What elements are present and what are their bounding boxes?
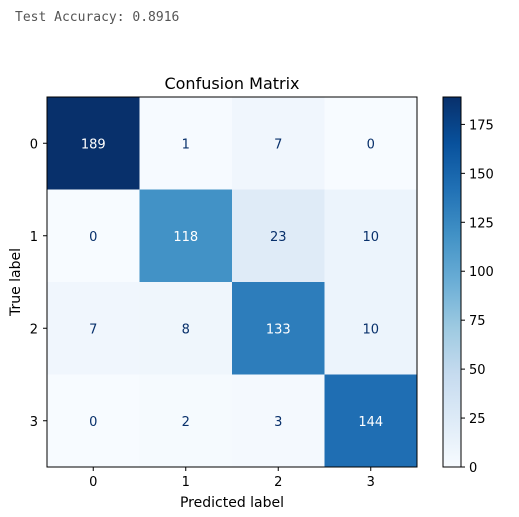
y-axis-label: True label bbox=[8, 248, 24, 317]
colorbar-tick-label: 25 bbox=[469, 412, 486, 427]
matrix-cell bbox=[232, 97, 325, 190]
cell-value-label: 8 bbox=[182, 322, 190, 337]
cell-value-label: 2 bbox=[182, 415, 190, 430]
matrix-cell bbox=[47, 282, 140, 375]
x-tick-label: 0 bbox=[89, 475, 97, 490]
cell-value-label: 7 bbox=[274, 137, 282, 152]
matrix-cell bbox=[324, 282, 418, 375]
x-tick-label: 2 bbox=[274, 475, 282, 490]
cell-value-label: 0 bbox=[89, 230, 97, 245]
cell-value-label: 10 bbox=[362, 230, 379, 245]
matrix-cell bbox=[324, 189, 418, 283]
matrix-cell bbox=[47, 374, 140, 468]
matrix-cell bbox=[47, 189, 140, 283]
chart-title: Confusion Matrix bbox=[164, 74, 299, 93]
plot-frame bbox=[46, 96, 418, 468]
x-tick-label: 1 bbox=[182, 475, 190, 490]
matrix-cell bbox=[139, 189, 233, 283]
matrix-cell bbox=[139, 97, 233, 190]
matrix-cell bbox=[324, 97, 418, 190]
cell-value-label: 10 bbox=[362, 322, 379, 337]
cell-value-label: 144 bbox=[358, 415, 383, 430]
cell-value-label: 7 bbox=[89, 322, 97, 337]
matrix-cell bbox=[232, 282, 325, 375]
colorbar-tick-label: 175 bbox=[469, 118, 494, 133]
matrix-cell bbox=[47, 97, 140, 190]
colorbar-tick-label: 125 bbox=[469, 216, 494, 231]
x-axis-label: Predicted label bbox=[180, 495, 284, 511]
y-tick-label: 0 bbox=[30, 137, 38, 152]
matrix-cell bbox=[232, 374, 325, 468]
colorbar-tick-label: 50 bbox=[469, 363, 486, 378]
cell-value-label: 118 bbox=[173, 230, 198, 245]
colorbar bbox=[442, 96, 462, 468]
cell-value-label: 0 bbox=[367, 137, 375, 152]
heatmap-cells: 189 1 7 00 118 23 107 8 133 100 2 3 144 bbox=[47, 97, 418, 468]
console-output: Test Accuracy: 0.8916 bbox=[15, 10, 180, 25]
matrix-cell bbox=[139, 282, 233, 375]
matrix-cell bbox=[139, 374, 233, 468]
colorbar-tick-label: 75 bbox=[469, 314, 486, 329]
cell-value-label: 189 bbox=[81, 137, 106, 152]
matrix-cell bbox=[324, 374, 418, 468]
x-tick-label: 3 bbox=[367, 475, 375, 490]
y-tick-label: 3 bbox=[30, 415, 38, 430]
matrix-cell bbox=[232, 189, 325, 283]
colorbar-tick-label: 100 bbox=[469, 265, 494, 280]
colorbar-tick-label: 150 bbox=[469, 167, 494, 182]
y-tick-label: 2 bbox=[30, 322, 38, 337]
cell-value-label: 133 bbox=[266, 322, 291, 337]
cell-value-label: 1 bbox=[182, 137, 190, 152]
colorbar-tick-label: 0 bbox=[469, 461, 477, 476]
cell-value-label: 0 bbox=[89, 415, 97, 430]
y-tick-label: 1 bbox=[30, 230, 38, 245]
cell-value-label: 23 bbox=[270, 230, 287, 245]
colorbar-ticks: 0 25 50 75 100 125 150 175 bbox=[461, 118, 494, 476]
cell-value-label: 3 bbox=[274, 415, 282, 430]
